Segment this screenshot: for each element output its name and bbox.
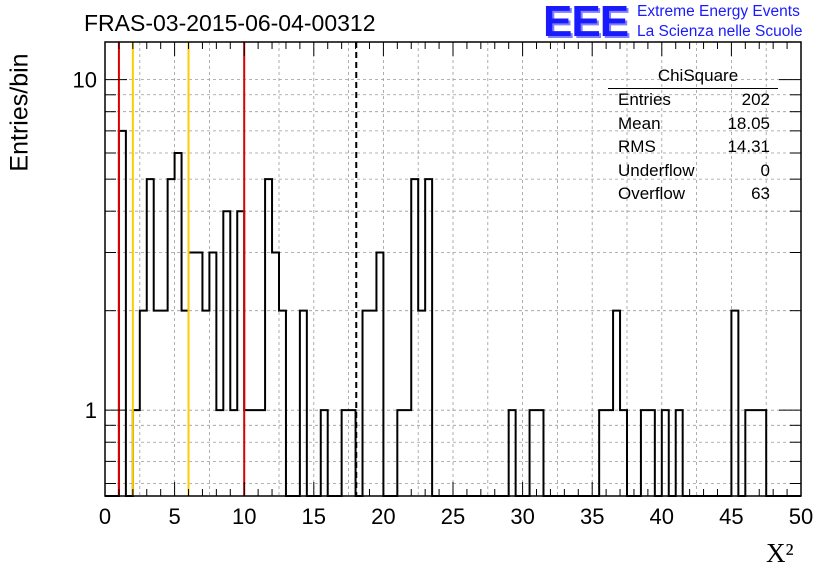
stats-key: Mean (618, 113, 661, 133)
y-tick-label: 1 (85, 398, 97, 423)
x-axis-label: X² (766, 538, 794, 568)
logo-text-line1: Extreme Energy Events (637, 3, 800, 20)
stats-row-overflow: Overflow 63 (608, 182, 778, 206)
x-tick-label: 20 (371, 504, 395, 529)
y-tick-label: 10 (73, 68, 97, 93)
stats-row-underflow: Underflow 0 (608, 159, 778, 183)
y-axis-label: Entries/bin (5, 53, 34, 172)
x-tick-label: 25 (441, 504, 465, 529)
x-tick-label: 5 (168, 504, 180, 529)
x-tick-label: 10 (232, 504, 256, 529)
x-tick-label: 30 (510, 504, 534, 529)
stats-row-mean: Mean 18.05 (608, 112, 778, 136)
x-tick-label: 45 (719, 504, 743, 529)
stats-title: ChiSquare (657, 66, 739, 85)
stats-key: Entries (618, 90, 671, 109)
stats-value: 0 (760, 160, 770, 180)
stats-title-rule (608, 88, 778, 89)
stats-row-rms: RMS 14.31 (608, 135, 778, 159)
stats-key: Underflow (618, 160, 695, 180)
stats-key: Overflow (618, 184, 686, 203)
stats-value: 18.05 (727, 113, 770, 133)
x-tick-label: 0 (99, 504, 111, 529)
logo-text-line2: La Scienza nelle Scuole (637, 23, 803, 40)
chart-title: FRAS-03-2015-06-04-00312 (84, 10, 376, 36)
stats-value: 63 (751, 184, 770, 203)
x-tick-label: 15 (302, 504, 326, 529)
eee-logo: EEE (543, 0, 629, 46)
histogram-line (105, 129, 801, 497)
stats-row-entries: Entries 202 (608, 88, 778, 112)
x-tick-label: 50 (789, 504, 813, 529)
x-tick-label: 35 (580, 504, 604, 529)
x-tick-label: 40 (650, 504, 674, 529)
stats-key: RMS (618, 137, 656, 156)
stats-value: 14.31 (727, 137, 770, 156)
stats-value: 202 (741, 90, 770, 109)
stats-box: ChiSquare Entries 202 Mean 18.05 RMS 14.… (608, 66, 778, 206)
